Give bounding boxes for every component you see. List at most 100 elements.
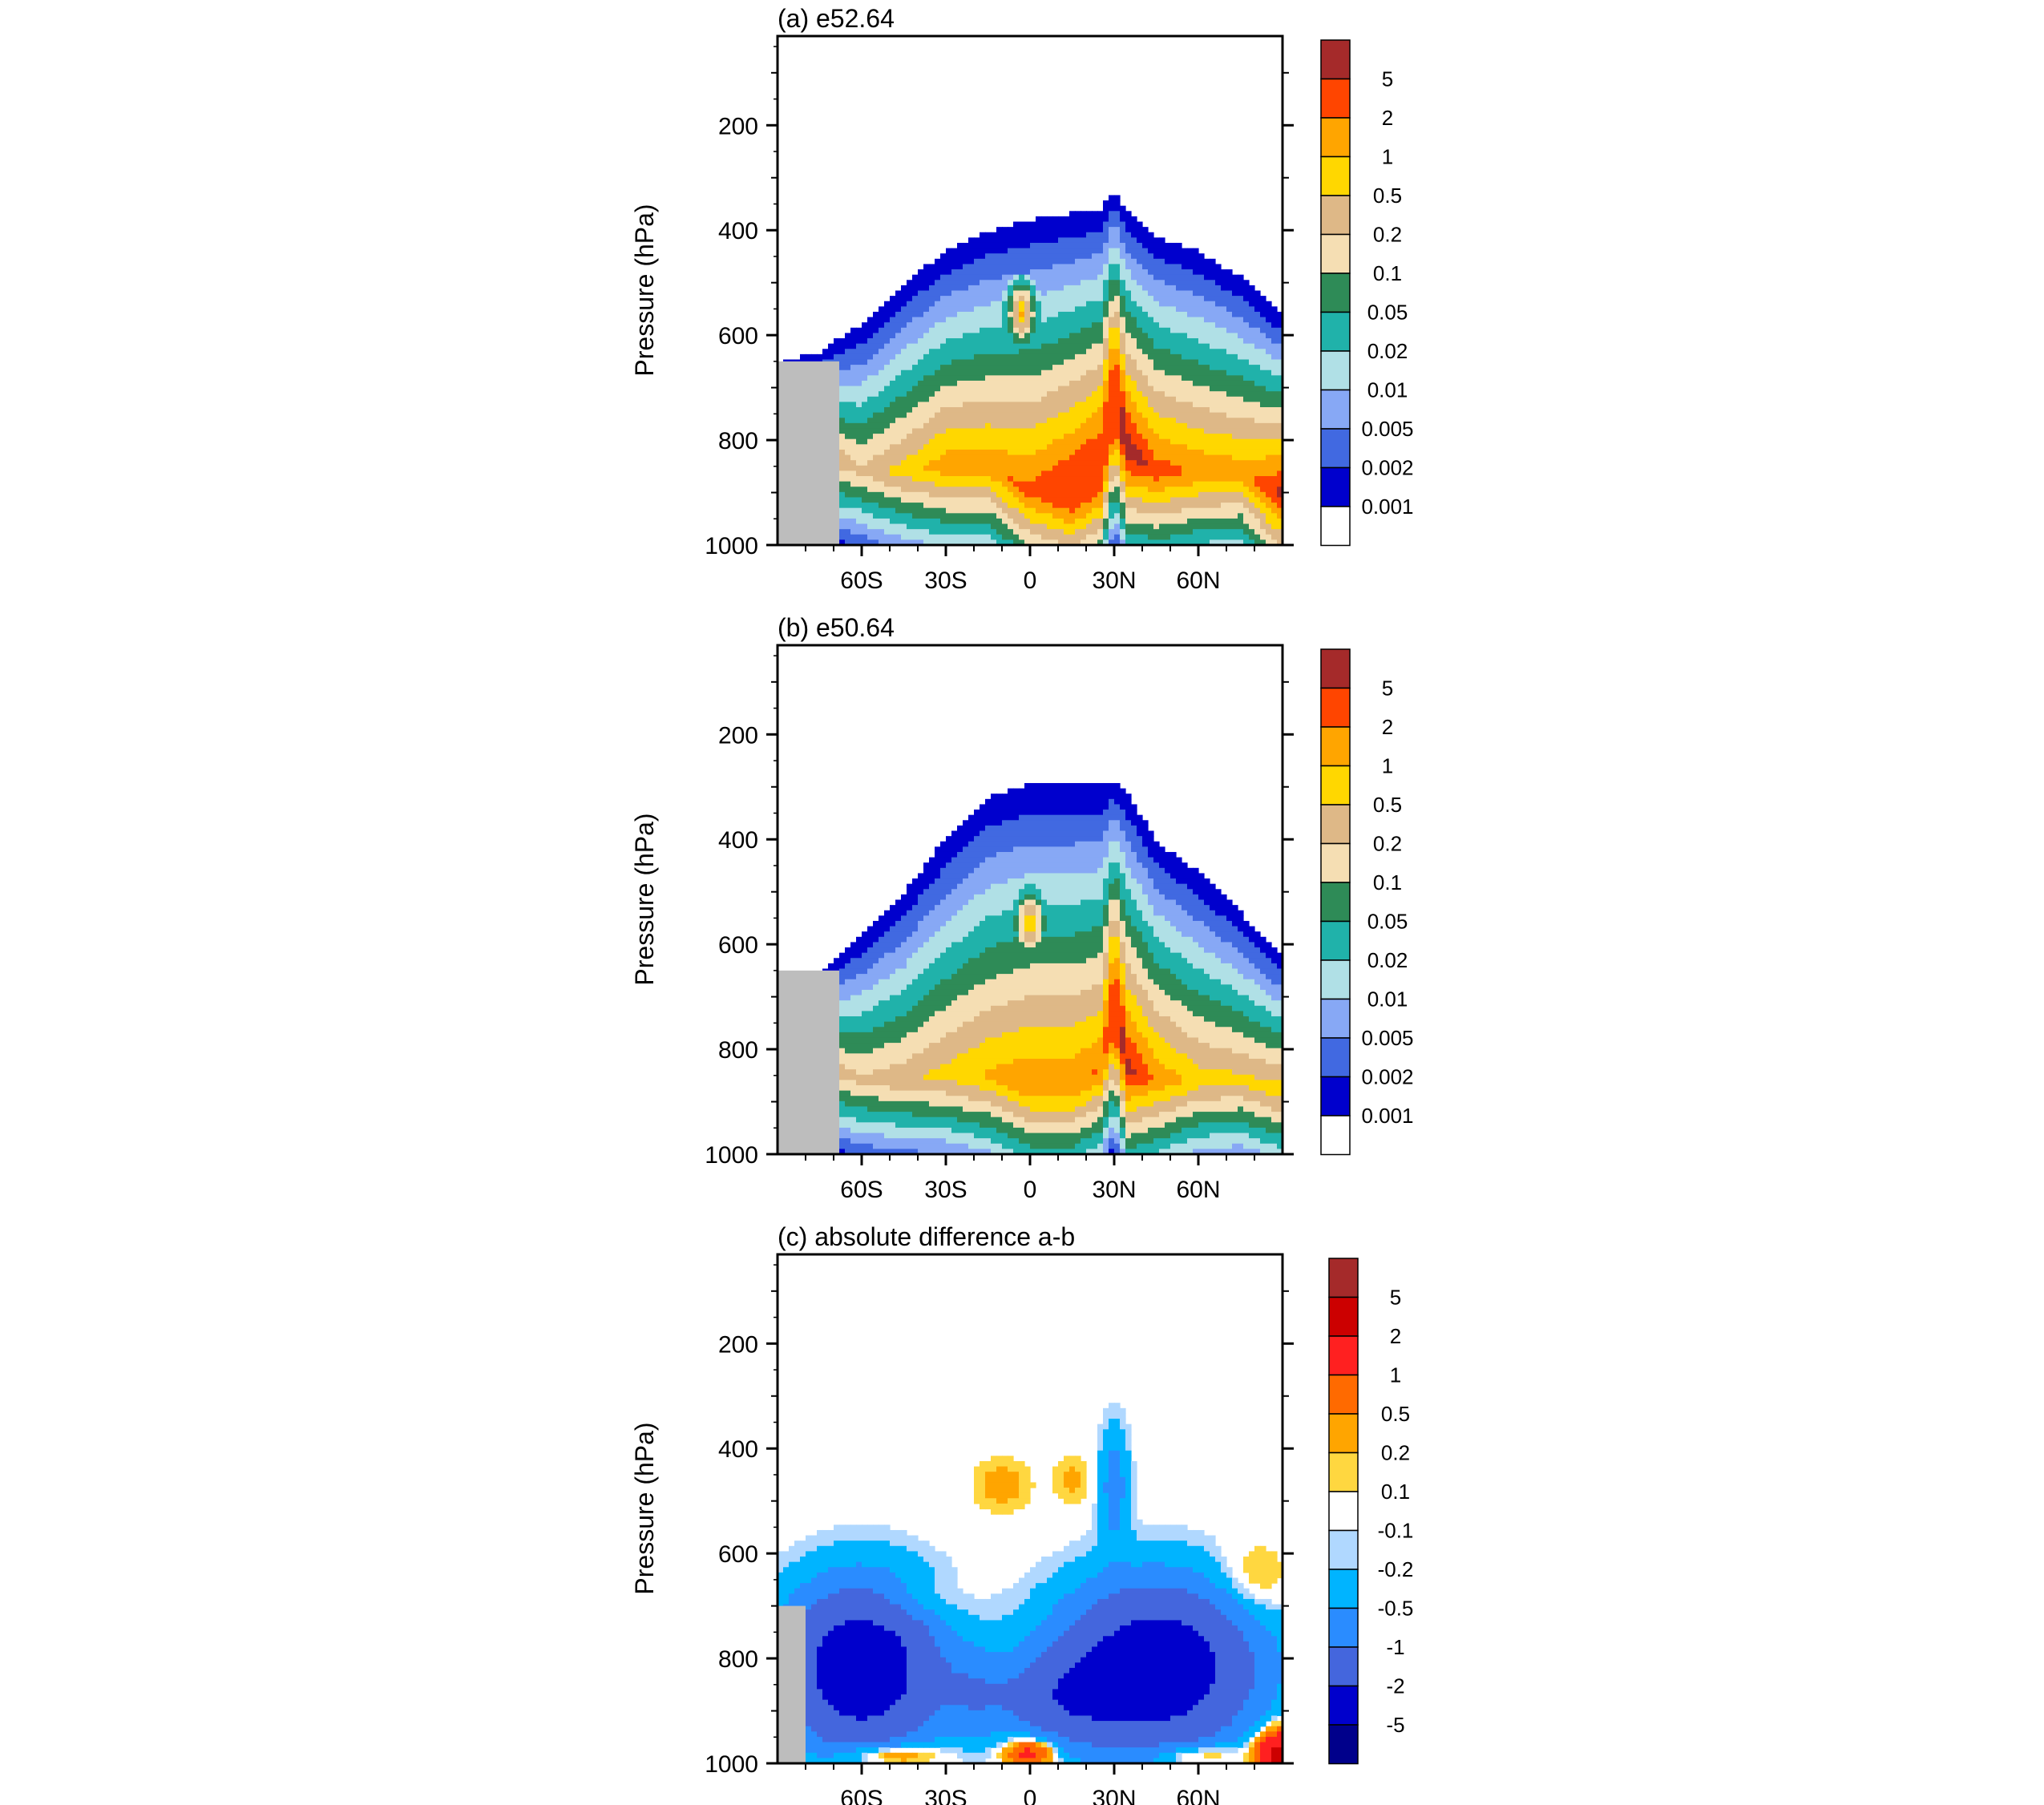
contour-cell [1092, 258, 1098, 265]
contour-cell [1215, 327, 1222, 334]
contour-cell [1019, 296, 1025, 302]
contour-cell [918, 529, 924, 535]
contour-cell [1226, 470, 1233, 477]
contour-cell [957, 454, 963, 461]
contour-cell [850, 396, 857, 402]
contour-cell [856, 412, 862, 418]
contour-cell [1019, 481, 1025, 487]
contour-cell [850, 412, 857, 418]
contour-cell [1210, 327, 1216, 334]
contour-cell [935, 280, 941, 286]
contour-cell [1041, 333, 1048, 339]
contour-cell [1019, 306, 1025, 313]
contour-cell [1204, 523, 1210, 530]
contour-cell [996, 227, 1003, 233]
contour-cell [1058, 296, 1064, 302]
contour-cell [1120, 503, 1126, 509]
contour-cell [1232, 503, 1238, 509]
contour-cell [890, 386, 896, 392]
contour-cell [946, 465, 952, 471]
contour-cell [1008, 327, 1014, 334]
contour-cell [873, 476, 879, 483]
contour-cell [1109, 200, 1115, 207]
contour-cell [1277, 491, 1283, 499]
contour-cell [1271, 365, 1278, 371]
contour-cell [968, 274, 975, 281]
contour-cell [940, 438, 947, 445]
contour-cell [1254, 375, 1261, 382]
contour-cell [867, 497, 874, 503]
contour-cell [1103, 412, 1109, 418]
contour-cell [1114, 481, 1121, 487]
contour-cell [1176, 491, 1182, 499]
contour-cell [1238, 386, 1244, 392]
contour-cell [1159, 444, 1165, 450]
contour-cell [1165, 412, 1171, 418]
contour-cell [867, 491, 874, 499]
contour-cell [1097, 534, 1104, 540]
contour-cell [1002, 523, 1008, 530]
contour-cell [884, 534, 891, 540]
contour-cell [1243, 391, 1250, 398]
contour-cell [1069, 434, 1076, 440]
contour-cell [1114, 269, 1121, 276]
contour-cell [1024, 242, 1031, 249]
contour-cell [1064, 375, 1070, 382]
contour-cell [907, 285, 913, 292]
contour-cell [1137, 422, 1143, 430]
contour-cell [1210, 349, 1216, 355]
contour-cell [1008, 258, 1014, 265]
contour-cell [980, 396, 986, 402]
contour-cell [879, 338, 885, 345]
contour-cell [1013, 503, 1020, 509]
contour-cell [1075, 285, 1081, 292]
contour-cell [1114, 301, 1121, 307]
contour-cell [1170, 306, 1177, 313]
contour-cell [1221, 269, 1227, 276]
contour-cell [1120, 418, 1126, 424]
contour-cell [895, 296, 902, 302]
contour-cell [1052, 290, 1059, 297]
contour-cell [1002, 338, 1008, 345]
contour-cell [985, 422, 992, 430]
contour-cell [1187, 274, 1194, 281]
contour-cell [963, 523, 969, 530]
contour-cell [834, 349, 840, 355]
contour-cell [1131, 359, 1137, 365]
contour-cell [1109, 365, 1115, 371]
contour-cell [1266, 402, 1272, 408]
contour-cell [1271, 449, 1278, 456]
contour-cell [1176, 258, 1182, 265]
contour-cell [1036, 422, 1042, 430]
contour-cell [985, 333, 992, 339]
contour-cell [1204, 375, 1210, 382]
contour-cell [1041, 322, 1048, 329]
contour-cell [951, 375, 958, 382]
contour-cell [895, 434, 902, 440]
contour-cell [1052, 396, 1059, 402]
contour-cell [1097, 396, 1104, 402]
contour-cell [1165, 365, 1171, 371]
contour-cell [1254, 534, 1261, 540]
contour-cell [1008, 306, 1014, 313]
contour-cell [1221, 497, 1227, 503]
contour-cell [1249, 422, 1255, 430]
contour-cell [1002, 253, 1008, 260]
contour-cell [912, 380, 919, 387]
contour-cell [1271, 396, 1278, 402]
contour-cell [867, 402, 874, 408]
contour-cell [1249, 503, 1255, 509]
contour-cell [968, 359, 975, 365]
contour-cell [957, 301, 963, 307]
contour-cell [951, 380, 958, 387]
contour-cell [1148, 386, 1154, 392]
contour-cell [1165, 248, 1171, 254]
contour-cell [1254, 476, 1261, 483]
contour-cell [856, 438, 862, 445]
contour-cell [1148, 311, 1154, 318]
contour-cell [946, 529, 952, 535]
contour-cell [957, 465, 963, 471]
contour-cell [957, 242, 963, 249]
contour-cell [1243, 359, 1250, 365]
contour-cell [1131, 534, 1137, 540]
